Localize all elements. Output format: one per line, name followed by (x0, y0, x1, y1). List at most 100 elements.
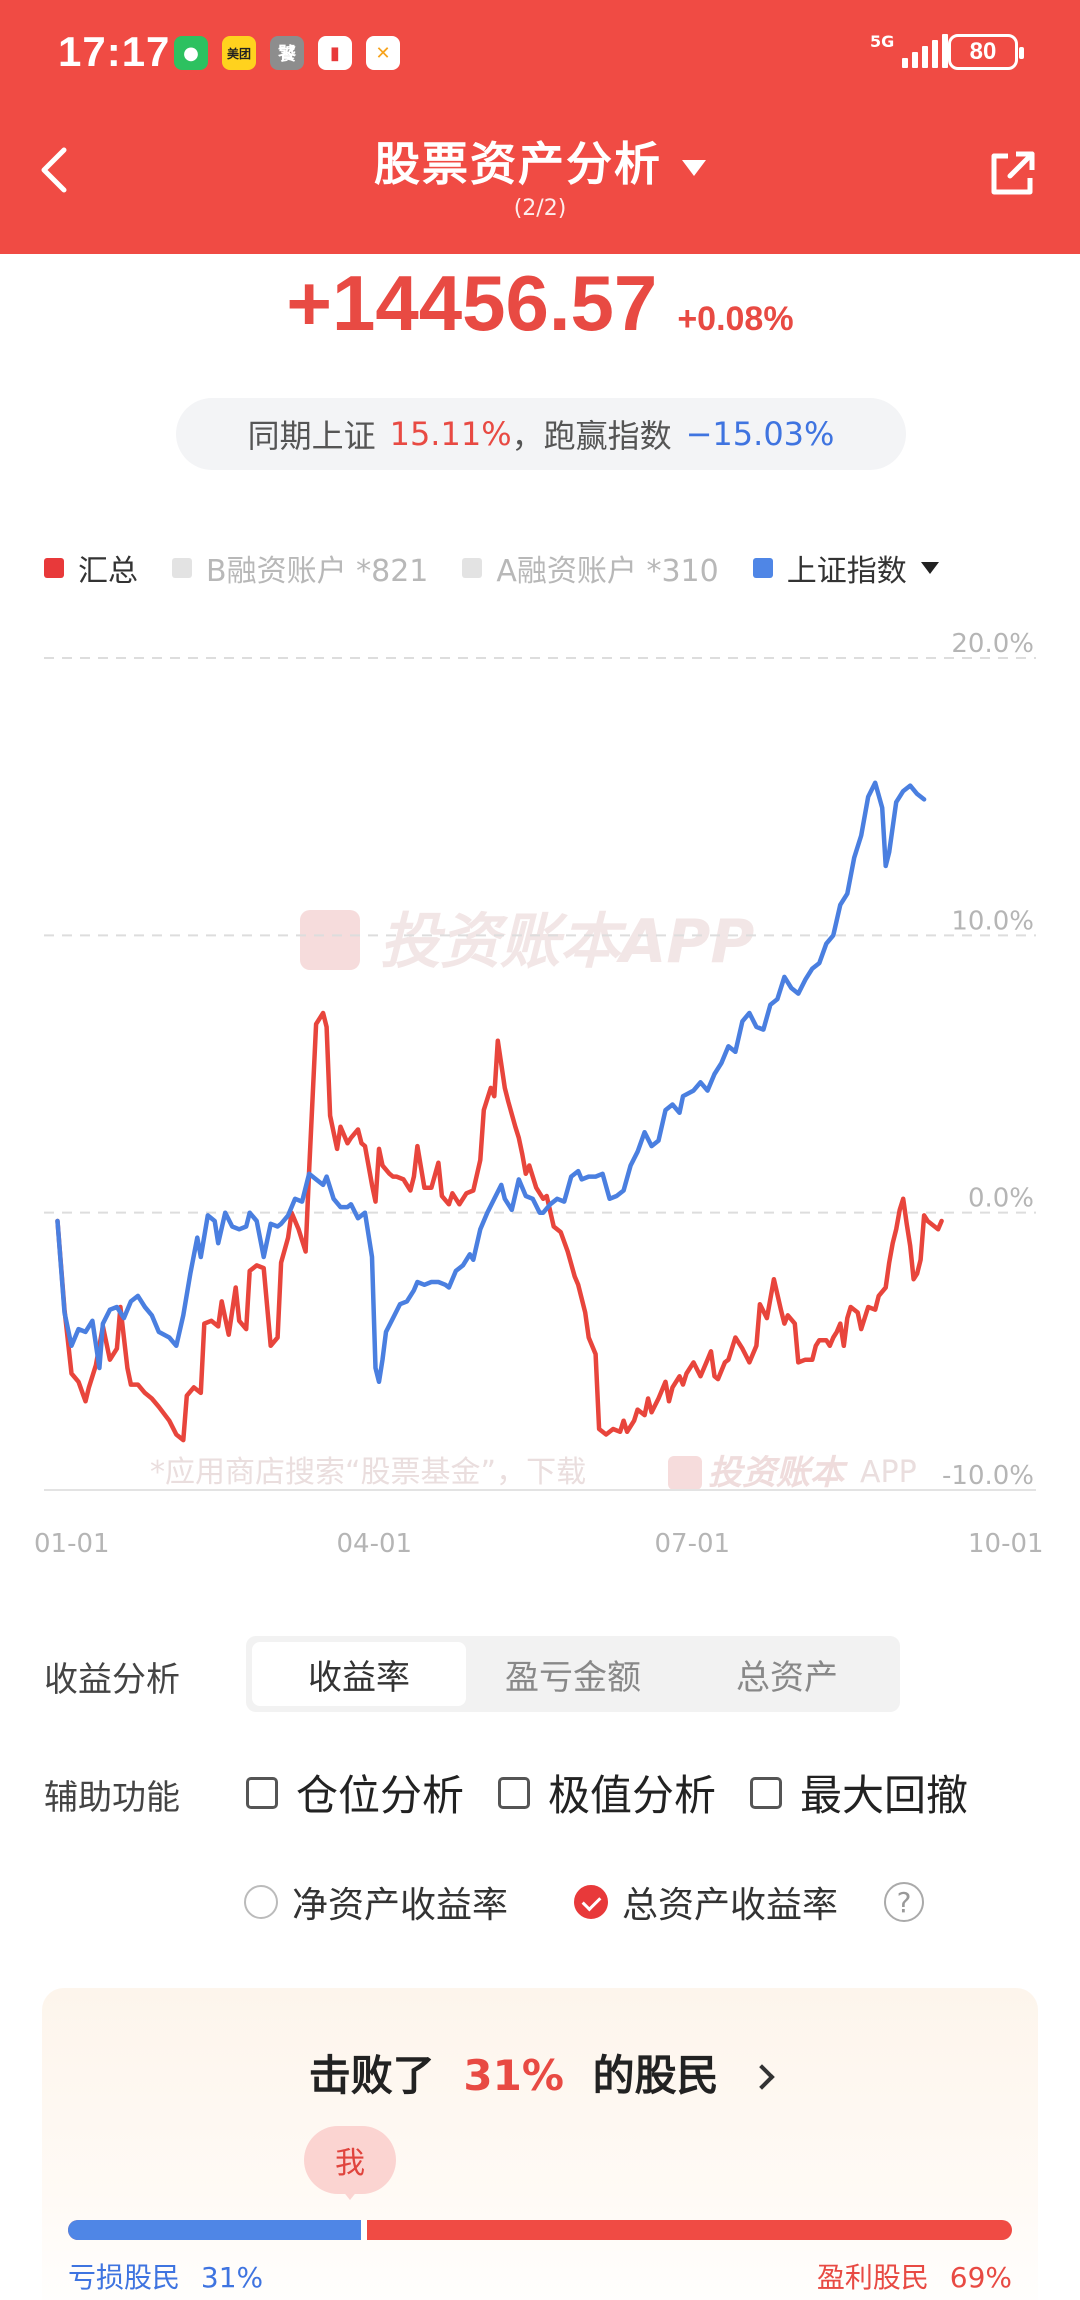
chart-series (55, 780, 944, 1443)
legend-label: 汇总 (78, 554, 138, 589)
y-axis-labels: 20.0% 10.0% 0.0% -10.0% (942, 629, 1034, 1491)
beat-prefix: 击败了 (308, 2051, 435, 2100)
legend-swatch (44, 558, 64, 578)
top-bar: 17:17 ● 美团饕 ▮ ✕ 5G 80 股票资产分析 (2/2) (0, 0, 1080, 254)
back-arrow-icon (41, 147, 67, 193)
yield-type-radio-group: 净资产收益率 总资产收益率 ? (244, 1876, 925, 1928)
profit-percent: +0.08% (677, 300, 794, 338)
x-tick-label: 04-01 (337, 1529, 413, 1559)
wechat-icon: ● (174, 36, 208, 70)
return-chart[interactable]: 投资账本APP*应用商店搜索“股票基金”，下载 投资账本 APP 20.0%10.0… (0, 600, 1080, 1560)
watermark-footer-app: APP (860, 1455, 917, 1490)
x-tick-label: 10-01 (968, 1529, 1044, 1559)
chart-grid (44, 657, 1036, 1491)
book-icon: ▮ (318, 36, 352, 70)
investor-ratio-bar (68, 2220, 1012, 2240)
x-axis-labels: 01-01 04-01 07-01 10-01 (34, 1529, 1044, 1559)
legend-swatch (462, 558, 483, 578)
page-indicator: (2/2) (513, 196, 567, 221)
total-asset-yield-radio[interactable]: 总资产收益率 (574, 1876, 838, 1928)
notification-icons: ● 美团饕 ▮ ✕ (174, 36, 400, 70)
profit-label: 盈利股民 (816, 2261, 929, 2294)
aux-label: 辅助功能 (44, 1778, 180, 1818)
y-tick-label: 20.0% (951, 629, 1034, 659)
radio-label: 总资产收益率 (622, 1885, 839, 1926)
x-tick-label: 07-01 (655, 1529, 731, 1559)
checkbox-icon (246, 1776, 278, 1809)
watermark-text: 投资账本APP (380, 907, 754, 977)
signal-icon: 5G (870, 32, 949, 68)
legend-label: 上证指数 (786, 554, 907, 589)
help-icon[interactable]: ? (884, 1882, 925, 1922)
my-position-marker: 我 (304, 2126, 396, 2200)
max-drawdown-checkbox[interactable]: 最大回撤 (750, 1762, 968, 1823)
compare-mid: ，跑赢指数 (511, 417, 672, 455)
total-profit: +14456.57 +0.08% (0, 258, 1080, 349)
profit-percent-investors: 69% (949, 2261, 1012, 2294)
network-type: 5G (870, 32, 895, 51)
position-analysis-checkbox[interactable]: 仓位分析 (246, 1762, 464, 1823)
share-icon (991, 151, 1035, 195)
status-bar: 17:17 ● 美团饕 ▮ ✕ 5G 80 (0, 0, 1080, 108)
profit-investors: 盈利股民 69% (817, 2256, 1012, 2296)
radio-label: 净资产收益率 (292, 1885, 509, 1926)
y-tick-label: 10.0% (951, 906, 1034, 936)
runner-icon: ✕ (366, 36, 400, 70)
y-tick-label: 0.0% (968, 1184, 1034, 1214)
legend-swatch (752, 558, 773, 578)
radio-icon (244, 1885, 278, 1919)
watermark-footer: *应用商店搜索“股票基金”，下载 (150, 1455, 586, 1490)
compare-prefix: 同期上证 (247, 417, 376, 455)
legend-swatch (172, 558, 192, 578)
beat-title-link[interactable]: 击败了 31% 的股民 (42, 2042, 1038, 2103)
loss-label: 亏损股民 (68, 2261, 181, 2294)
beat-investors-card: 击败了 31% 的股民 我 亏损股民 31% 盈利股民 69% (42, 1988, 1038, 2300)
checkbox-label: 极值分析 (548, 1771, 717, 1820)
checkbox-label: 最大回撤 (800, 1771, 969, 1820)
checkbox-icon (498, 1776, 531, 1809)
chart-legend: 汇总 B融资账户 *821 A融资账户 *310 上证指数 (44, 546, 973, 590)
x-tick-label: 01-01 (34, 1529, 110, 1559)
battery-icon: 80 (948, 34, 1024, 70)
page-title-dropdown[interactable]: 股票资产分析 (0, 128, 1080, 194)
series-line-summary (55, 1010, 944, 1443)
legend-item-summary[interactable]: 汇总 (44, 546, 138, 590)
legend-item-account-a[interactable]: A融资账户 *310 (462, 546, 719, 590)
tab-total-assets[interactable]: 总资产 (736, 1657, 838, 1698)
tab-yield-rate[interactable]: 收益率 (252, 1642, 466, 1706)
series-line-index (55, 780, 927, 1385)
tab-profit-amount[interactable]: 盈亏金额 (505, 1657, 641, 1698)
page-title: 股票资产分析 (374, 137, 662, 191)
y-tick-label: -10.0% (942, 1461, 1034, 1491)
loss-ratio-fill (68, 2220, 361, 2240)
beat-percent: 31% (463, 2051, 564, 2100)
radio-checked-icon (574, 1885, 609, 1919)
index-compare: 同期上证 15.11% ，跑赢指数 −15.03% (176, 398, 906, 470)
net-asset-yield-radio[interactable]: 净资产收益率 (244, 1876, 508, 1928)
legend-item-account-b[interactable]: B融资账户 *821 (172, 546, 428, 590)
analysis-label: 收益分析 (44, 1660, 180, 1700)
back-button[interactable] (30, 140, 80, 200)
analysis-segmented-control: 收益率 盈亏金额 总资产 (246, 1636, 900, 1712)
legend-label: B融资账户 *821 (206, 554, 429, 589)
watermark-footer-brand: 投资账本 (708, 1453, 848, 1493)
chart-watermark: 投资账本APP*应用商店搜索“股票基金”，下载 投资账本 APP (150, 907, 917, 1493)
watermark-logo-icon (300, 910, 360, 970)
caret-down-icon (920, 562, 939, 574)
aux-checkbox-group: 仓位分析 极值分析 最大回撤 (246, 1762, 1002, 1823)
extreme-analysis-checkbox[interactable]: 极值分析 (498, 1762, 716, 1823)
app-avatar-icon: 饕 (270, 36, 304, 70)
legend-label: A融资账户 *310 (496, 554, 719, 589)
profit-amount: +14456.57 (286, 259, 658, 347)
index-return: 15.11% (389, 415, 512, 453)
watermark-small-logo-icon (668, 1456, 702, 1490)
chevron-right-icon (749, 2064, 775, 2090)
loss-percent: 31% (200, 2261, 264, 2294)
meituan-icon: 美团 (222, 36, 256, 70)
ratio-divider (360, 2220, 367, 2240)
loss-investors: 亏损股民 31% (68, 2256, 263, 2296)
status-time: 17:17 (58, 28, 171, 75)
legend-item-index[interactable]: 上证指数 (752, 546, 939, 590)
checkbox-label: 仓位分析 (296, 1771, 465, 1820)
share-button[interactable] (986, 148, 1038, 200)
